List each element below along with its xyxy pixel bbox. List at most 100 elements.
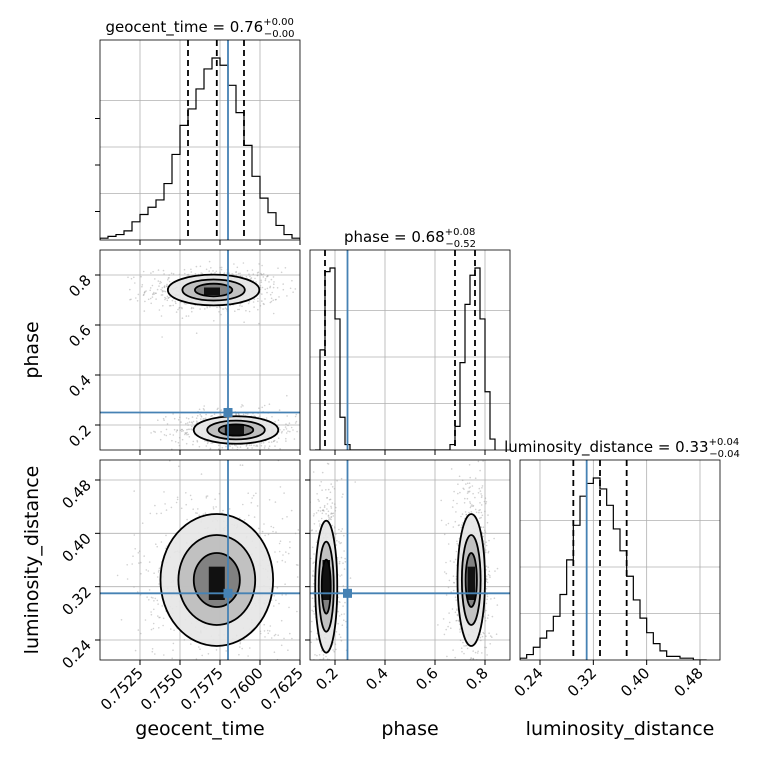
density-panel-geocent-time-vs-phase-sample-point xyxy=(313,274,315,276)
density-panel-phase-vs-luminosity-distance-sample-point xyxy=(460,515,462,518)
density-panel-geocent-time-vs-luminosity-distance-sample-point xyxy=(141,522,144,524)
density-panel-phase-vs-luminosity-distance-sample-point xyxy=(472,504,475,507)
density-panel-phase-vs-luminosity-distance-sample-point xyxy=(315,662,317,664)
hist-panel-phase xyxy=(309,249,511,455)
density-panel-geocent-time-vs-luminosity-distance-sample-point xyxy=(279,486,282,488)
density-panel-geocent-time-vs-phase-sample-point xyxy=(241,404,243,406)
density-panel-geocent-time-vs-luminosity-distance-sample-point xyxy=(289,632,291,635)
density-panel-geocent-time-vs-luminosity-distance-sample-point xyxy=(263,523,265,525)
density-panel-phase-vs-luminosity-distance-sample-point xyxy=(456,614,459,617)
density-panel-geocent-time-vs-luminosity-distance-sample-point xyxy=(164,503,166,505)
density-panel-phase-vs-luminosity-distance-sample-point xyxy=(466,668,468,670)
density-panel-phase-vs-luminosity-distance-sample-point xyxy=(484,531,487,533)
density-panel-geocent-time-vs-phase-sample-point xyxy=(180,421,182,423)
density-panel-geocent-time-vs-luminosity-distance-sample-point xyxy=(153,600,155,602)
density-panel-geocent-time-vs-phase-contour-0-0 xyxy=(166,273,261,307)
density-panel-geocent-time-vs-luminosity-distance-sample-point xyxy=(243,519,246,521)
density-panel-phase-vs-luminosity-distance-sample-point xyxy=(478,713,480,715)
density-panel-geocent-time-vs-phase-sample-point xyxy=(268,441,270,444)
density-panel-phase-vs-luminosity-distance-sample-point xyxy=(445,524,448,526)
density-panel-geocent-time-vs-luminosity-distance-sample-point xyxy=(303,613,305,615)
title-main-luminosity-distance: luminosity_distance = 0.33 xyxy=(504,438,708,457)
density-panel-phase-vs-luminosity-distance-sample-point xyxy=(338,528,340,531)
density-panel-phase-vs-luminosity-distance-sample-point xyxy=(317,670,319,672)
density-panel-phase-vs-luminosity-distance-sample-point xyxy=(481,531,484,534)
density-panel-geocent-time-vs-luminosity-distance-sample-point xyxy=(280,619,283,622)
density-panel-phase-vs-luminosity-distance-sample-point xyxy=(466,497,469,500)
density-panel-geocent-time-vs-phase-sample-point xyxy=(206,306,208,309)
density-panel-phase-vs-luminosity-distance-sample-point xyxy=(468,660,470,662)
density-panel-geocent-time-vs-luminosity-distance-sample-point xyxy=(214,498,216,501)
density-panel-geocent-time-vs-luminosity-distance-sample-point xyxy=(291,637,293,640)
density-panel-geocent-time-vs-phase-sample-point xyxy=(213,413,216,416)
density-panel-geocent-time-vs-phase-sample-point xyxy=(256,445,259,448)
density-panel-phase-vs-luminosity-distance-sample-point xyxy=(484,497,487,500)
density-panel-geocent-time-vs-luminosity-distance-sample-point xyxy=(170,447,172,449)
density-panel-geocent-time-vs-phase-sample-point xyxy=(167,278,169,281)
density-panel-geocent-time-vs-luminosity-distance-sample-point xyxy=(273,651,276,653)
density-panel-geocent-time-vs-phase-sample-point xyxy=(236,266,239,269)
density-panel-phase-vs-luminosity-distance-sample-point xyxy=(327,515,330,517)
density-panel-geocent-time-vs-phase-sample-point xyxy=(273,439,276,442)
hist-panel-phase-frame xyxy=(309,249,511,451)
density-panel-geocent-time-vs-phase-sample-point xyxy=(252,301,255,303)
density-panel-geocent-time-vs-phase-sample-point xyxy=(180,428,183,431)
density-panel-phase-vs-luminosity-distance-sample-point xyxy=(308,569,310,571)
density-panel-geocent-time-vs-phase-sample-point xyxy=(266,291,268,294)
density-panel-phase-vs-luminosity-distance-sample-point xyxy=(489,635,492,637)
density-panel-geocent-time-vs-phase-sample-point xyxy=(187,424,189,426)
density-panel-geocent-time-vs-phase-sample-point xyxy=(168,274,170,276)
hist-panel-phase-step xyxy=(315,267,496,450)
density-panel-geocent-time-vs-luminosity-distance-ytick-label-1: 0.32 xyxy=(58,583,94,619)
density-panel-geocent-time-vs-luminosity-distance-sample-point xyxy=(215,506,217,508)
density-panel-geocent-time-vs-luminosity-distance-sample-point xyxy=(277,634,280,636)
density-panel-geocent-time-vs-phase-sample-point xyxy=(252,273,255,276)
hist-panel-luminosity-distance-frame xyxy=(519,459,721,661)
density-panel-phase-vs-luminosity-distance-sample-point xyxy=(460,682,462,684)
density-panel-phase-vs-luminosity-distance-sample-point xyxy=(332,649,334,651)
density-panel-phase-vs-luminosity-distance-sample-point xyxy=(485,635,487,637)
density-panel-phase-vs-luminosity-distance-sample-point xyxy=(314,694,316,696)
density-panel-geocent-time-vs-luminosity-distance-sample-point xyxy=(155,543,157,545)
density-panel-geocent-time-vs-phase-sample-point xyxy=(129,288,131,291)
density-panel-geocent-time-vs-luminosity-distance-sample-point xyxy=(275,599,277,602)
density-panel-phase-vs-luminosity-distance-sample-point xyxy=(321,471,324,474)
density-panel-geocent-time-vs-phase-sample-point xyxy=(304,426,306,428)
density-panel-phase-vs-luminosity-distance-sample-point xyxy=(313,523,316,525)
density-panel-phase-vs-luminosity-distance-sample-point xyxy=(487,550,490,553)
density-panel-phase-vs-luminosity-distance-sample-point xyxy=(461,672,463,674)
density-panel-phase-vs-luminosity-distance-sample-point xyxy=(336,539,338,542)
density-panel-geocent-time-vs-phase-sample-point xyxy=(261,286,264,289)
density-panel-geocent-time-vs-luminosity-distance-sample-point xyxy=(270,525,273,528)
density-panel-geocent-time-vs-phase-contour-1-0 xyxy=(192,415,280,445)
density-panel-geocent-time-vs-luminosity-distance-sample-point xyxy=(163,654,165,656)
density-panel-geocent-time-vs-luminosity-distance-sample-point xyxy=(296,576,299,578)
density-panel-phase-vs-luminosity-distance-sample-point xyxy=(457,492,459,495)
density-panel-geocent-time-vs-phase-sample-point xyxy=(199,413,201,416)
density-panel-geocent-time-vs-phase-sample-point xyxy=(292,429,294,431)
density-panel-geocent-time-vs-phase-sample-point xyxy=(139,426,141,429)
density-panel-geocent-time-vs-phase-sample-point xyxy=(304,430,306,432)
density-panel-phase-vs-luminosity-distance-sample-point xyxy=(464,497,466,500)
density-panel-geocent-time-vs-phase-ytick-label-1: 0.4 xyxy=(65,371,95,401)
density-panel-phase-vs-luminosity-distance-sample-point xyxy=(308,628,310,630)
density-panel-geocent-time-vs-phase-sample-point xyxy=(291,279,293,282)
density-panel-geocent-time-vs-phase-sample-point xyxy=(168,296,171,299)
density-panel-geocent-time-vs-luminosity-distance-sample-point xyxy=(126,564,128,566)
density-panel-geocent-time-vs-luminosity-distance-sample-point xyxy=(190,498,193,501)
density-panel-geocent-time-vs-phase-sample-point xyxy=(160,281,162,284)
density-panel-geocent-time-vs-luminosity-distance-sample-point xyxy=(175,501,178,504)
density-panel-geocent-time-vs-luminosity-distance-sample-point xyxy=(148,599,150,601)
density-panel-geocent-time-vs-luminosity-distance-sample-point xyxy=(157,571,160,573)
density-panel-phase-vs-luminosity-distance-sample-point xyxy=(471,663,473,665)
density-panel-geocent-time-vs-luminosity-distance-sample-point xyxy=(273,634,276,637)
density-panel-geocent-time-vs-luminosity-distance-sample-point xyxy=(276,561,279,563)
density-panel-geocent-time-vs-phase-sample-point xyxy=(159,282,161,285)
density-panel-phase-vs-luminosity-distance-sample-point xyxy=(328,498,331,501)
density-panel-geocent-time-vs-luminosity-distance-sample-point xyxy=(138,550,141,552)
density-panel-geocent-time-vs-luminosity-distance-sample-point xyxy=(283,492,285,494)
density-panel-phase-vs-luminosity-distance-sample-point xyxy=(322,658,325,660)
density-panel-geocent-time-vs-phase-sample-point xyxy=(165,297,167,300)
density-panel-phase-vs-luminosity-distance-sample-point xyxy=(330,507,333,509)
density-panel-geocent-time-vs-phase-sample-point xyxy=(259,305,262,307)
